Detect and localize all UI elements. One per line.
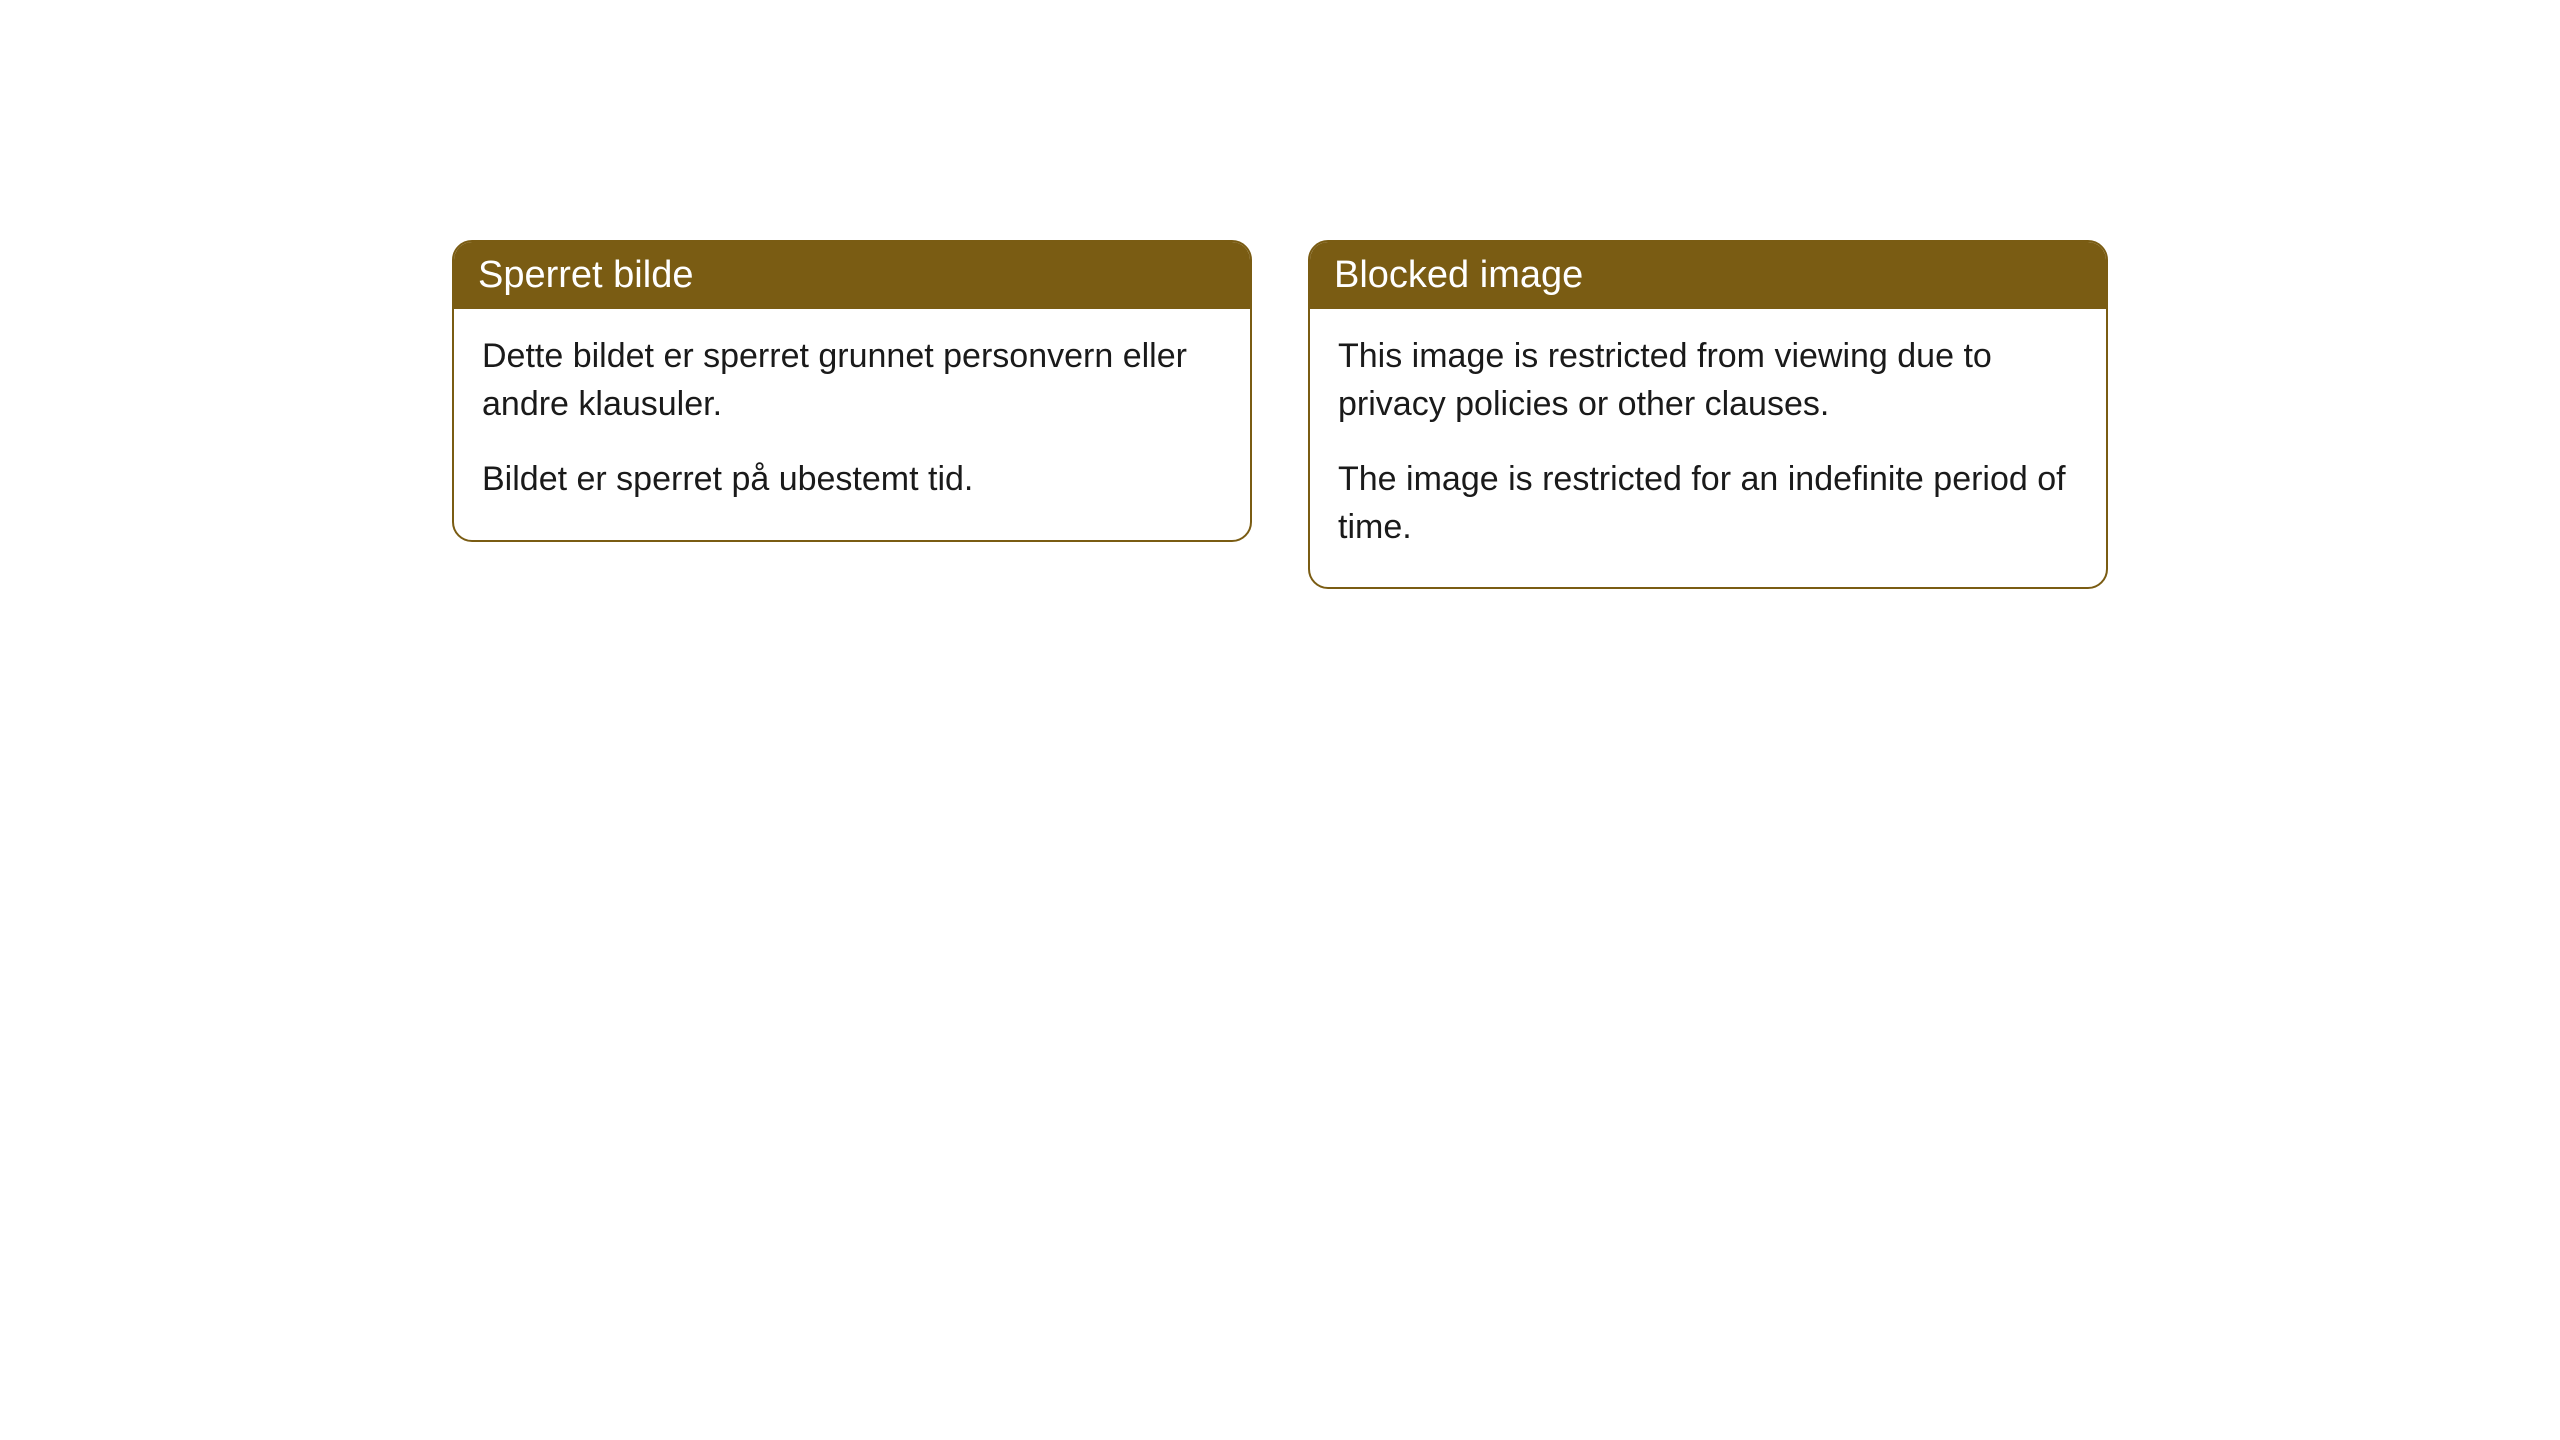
cards-container: Sperret bilde Dette bildet er sperret gr… (452, 240, 2108, 1440)
card-header-norwegian: Sperret bilde (454, 242, 1250, 309)
card-title-norwegian: Sperret bilde (478, 254, 693, 296)
blocked-image-card-norwegian: Sperret bilde Dette bildet er sperret gr… (452, 240, 1252, 542)
card-paragraph-1-english: This image is restricted from viewing du… (1338, 333, 2078, 428)
card-paragraph-2-norwegian: Bildet er sperret på ubestemt tid. (482, 456, 1222, 504)
card-title-english: Blocked image (1334, 254, 1583, 296)
card-header-english: Blocked image (1310, 242, 2106, 309)
card-paragraph-1-norwegian: Dette bildet er sperret grunnet personve… (482, 333, 1222, 428)
blocked-image-card-english: Blocked image This image is restricted f… (1308, 240, 2108, 589)
card-body-norwegian: Dette bildet er sperret grunnet personve… (454, 309, 1250, 540)
card-body-english: This image is restricted from viewing du… (1310, 309, 2106, 587)
card-paragraph-2-english: The image is restricted for an indefinit… (1338, 456, 2078, 551)
